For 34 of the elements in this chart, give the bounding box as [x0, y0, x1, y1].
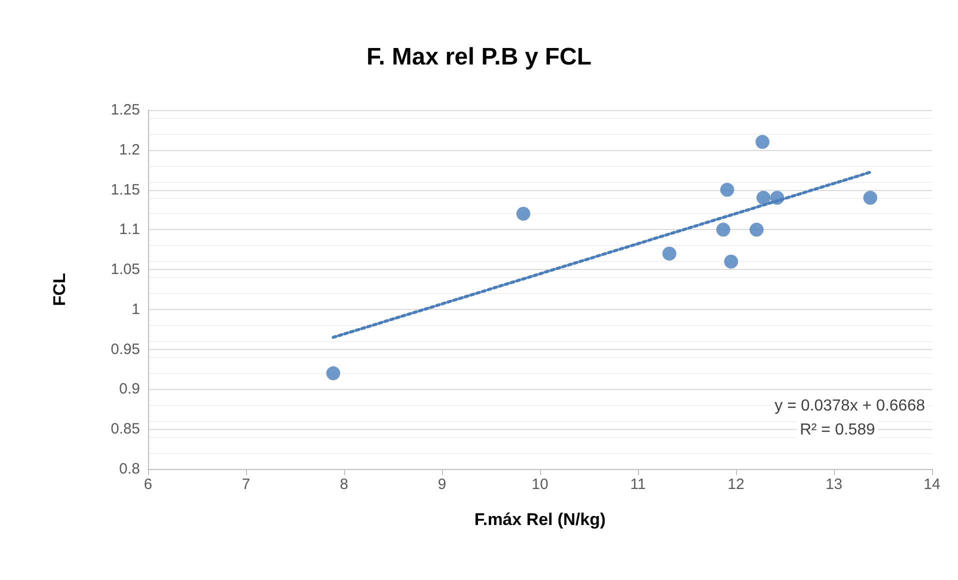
y-tick-label: 0.85 — [110, 420, 140, 438]
point — [326, 366, 340, 380]
point — [863, 190, 878, 205]
x-tick-label: 12 — [728, 476, 744, 493]
point — [724, 254, 738, 269]
x-tick-label: 14 — [924, 476, 940, 493]
x-tick-label: 7 — [242, 476, 250, 493]
chart-title: F. Max rel P.B y FCL — [366, 44, 592, 70]
point — [716, 222, 730, 237]
y-tick-label: 1.1 — [119, 221, 140, 238]
x-tick-label: 11 — [630, 476, 646, 493]
y-tick-label: 1.05 — [110, 261, 140, 278]
y-tick-label: 1.2 — [119, 141, 140, 158]
point — [756, 190, 770, 205]
x-tick-label: 10 — [532, 476, 548, 493]
annotation: y = 0.0378x + 0.6668 — [774, 398, 926, 414]
x-tick-label: 9 — [438, 476, 446, 493]
y-tick-label: 1.15 — [110, 181, 140, 198]
x-tick-label: 6 — [144, 476, 152, 493]
point — [720, 182, 734, 197]
point — [662, 246, 676, 261]
x-axis-title: F.máx Rel (N/kg) — [474, 510, 606, 529]
y-tick-label: 1 — [132, 300, 140, 318]
y-tick-label: 0.95 — [110, 340, 140, 358]
y-tick-label: 0.9 — [119, 380, 140, 398]
point — [516, 206, 530, 221]
annotation: R² = 0.589 — [800, 422, 876, 438]
x-tick-label: 8 — [340, 476, 348, 493]
point — [755, 134, 770, 149]
x-tick-label: 13 — [826, 476, 842, 493]
y-tick-label: 1.25 — [110, 102, 140, 118]
point — [750, 222, 764, 237]
y-tick-label: 0.8 — [119, 460, 140, 478]
y-axis-title: FCL — [50, 272, 69, 306]
